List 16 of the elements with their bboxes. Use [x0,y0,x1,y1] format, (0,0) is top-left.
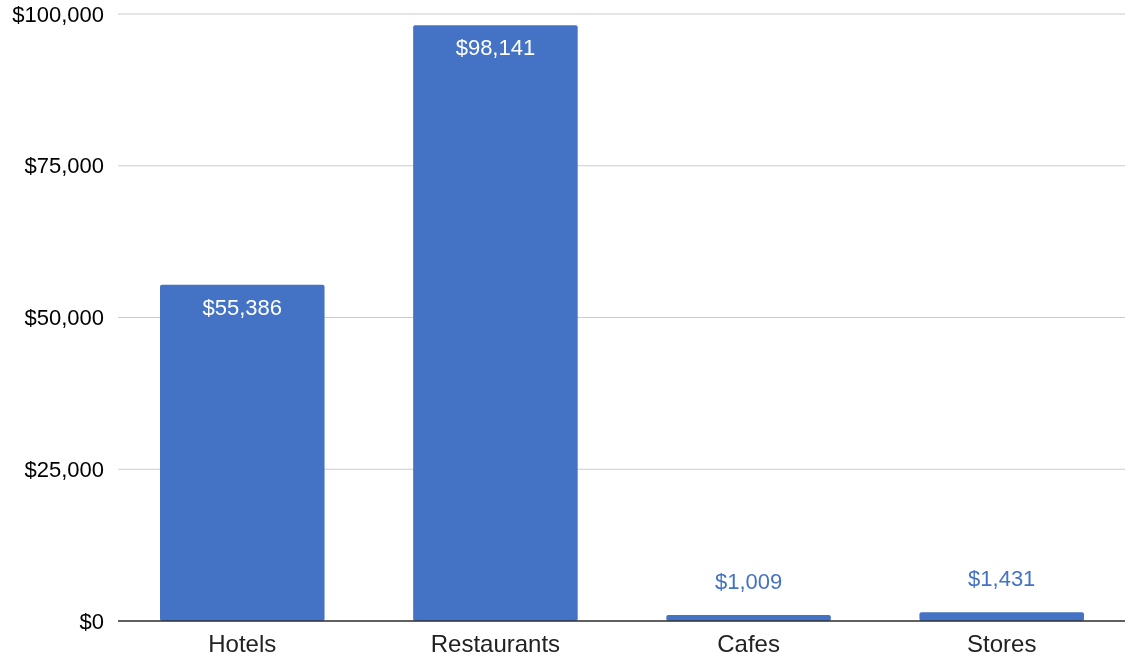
y-tick-label: $0 [79,608,104,634]
y-tick-label: $25,000 [24,456,104,482]
bar [160,284,325,621]
y-tick-label: $75,000 [24,153,104,179]
x-tick-label: Restaurants [430,630,561,657]
data-label: $1,431 [968,566,1036,592]
data-label: $98,141 [455,35,536,61]
y-tick-label: $50,000 [24,305,104,331]
x-tick-label: Stores [967,630,1037,657]
data-label: $1,009 [714,568,783,594]
x-tick-label: Cafes [717,630,780,657]
x-tick-label: Hotels [208,630,277,657]
bar [919,612,1084,621]
y-tick-label: $100,000 [12,1,104,27]
data-label: $55,386 [202,294,283,320]
bar [413,25,578,621]
